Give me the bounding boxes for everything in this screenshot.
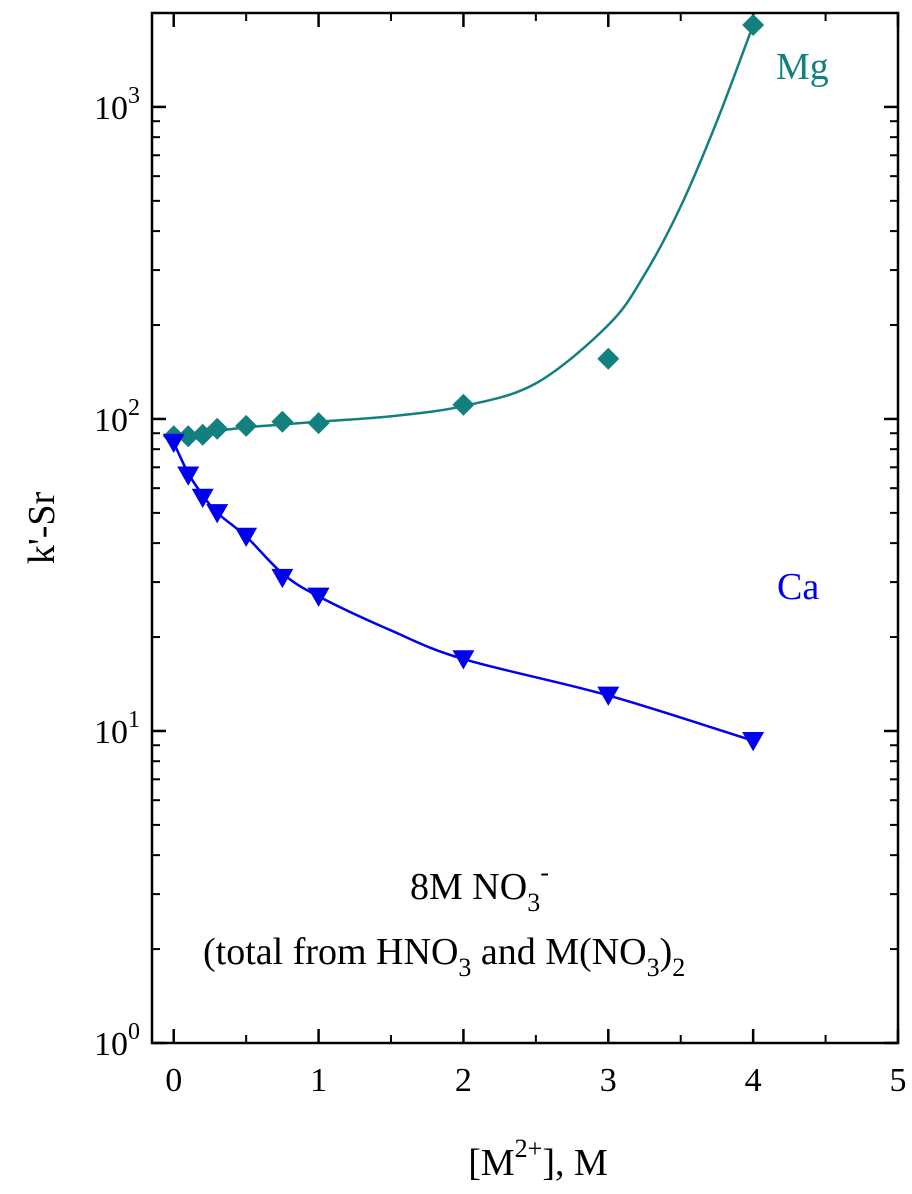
data-point-ca	[307, 587, 330, 607]
data-point-mg	[597, 347, 620, 370]
plot-frame	[150, 11, 900, 1045]
data-point-mg	[177, 425, 200, 448]
x-tick-label: 2	[455, 1062, 472, 1099]
series-layer	[162, 14, 765, 752]
series-label-mg: Mg	[776, 46, 829, 88]
x-axis-title: [M2+], M	[468, 1134, 608, 1184]
data-point-mg	[271, 410, 294, 433]
x-axis-ticks: 0 1 2 3 4 5	[165, 13, 907, 1099]
data-point-ca	[271, 568, 294, 589]
x-tick-label: 5	[890, 1062, 907, 1099]
annotation-line-1: 8M NO3-	[410, 858, 549, 917]
y-axis-ticks: 100 101 102 103	[94, 12, 898, 1063]
y-tick-label: 103	[94, 83, 140, 127]
data-point-ca	[177, 466, 200, 486]
data-point-ca	[206, 504, 229, 524]
y-tick-label: 101	[94, 707, 140, 751]
data-point-mg	[206, 417, 229, 440]
y-axis-title: k'-Sr	[21, 492, 63, 565]
annotation-line-2: (total from HNO3 and M(NO3)2	[203, 931, 685, 982]
fit-line-mg	[173, 24, 755, 438]
data-point-ca	[235, 527, 258, 547]
x-tick-label: 4	[745, 1062, 762, 1099]
x-tick-label: 3	[600, 1062, 617, 1099]
y-tick-label: 102	[94, 395, 140, 439]
data-point-ca	[597, 686, 620, 706]
fit-line-ca	[172, 442, 754, 743]
data-point-mg	[235, 414, 258, 437]
x-tick-label: 0	[165, 1062, 182, 1099]
data-point-ca	[452, 650, 475, 670]
y-tick-label: 100	[94, 1019, 140, 1063]
data-point-mg	[307, 412, 330, 435]
data-point-mg	[742, 14, 765, 37]
data-point-mg	[452, 393, 475, 416]
data-point-ca	[162, 433, 185, 454]
x-tick-label: 1	[310, 1062, 327, 1099]
data-point-ca	[191, 488, 214, 508]
data-point-ca	[742, 732, 765, 752]
series-label-ca: Ca	[777, 566, 819, 608]
